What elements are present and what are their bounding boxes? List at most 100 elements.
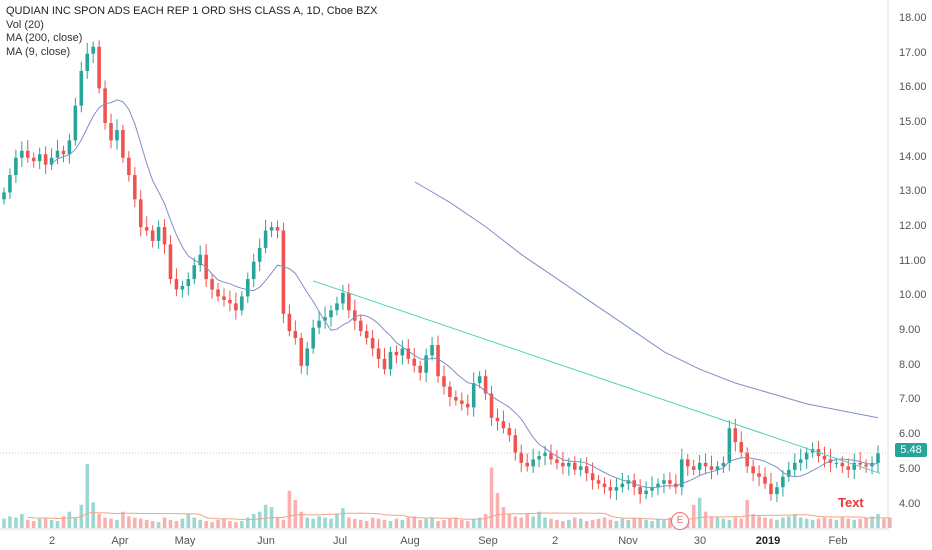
candle-body xyxy=(656,483,660,488)
candle-body xyxy=(299,338,304,366)
volume-bar xyxy=(804,518,809,528)
candle-body xyxy=(174,279,179,290)
candle-body xyxy=(216,289,220,297)
volume-bar xyxy=(632,517,637,528)
candle-body xyxy=(436,344,440,377)
x-tick-label: Apr xyxy=(111,535,129,547)
candle-body xyxy=(543,452,547,456)
volume-bar xyxy=(852,519,857,528)
candle-body xyxy=(460,400,464,404)
volume-bar xyxy=(454,517,458,528)
volume-bar xyxy=(341,508,345,528)
volume-bar xyxy=(769,518,773,528)
volume-bar xyxy=(882,518,886,528)
volume-bar xyxy=(489,467,494,528)
candle-body xyxy=(97,46,101,89)
candle-body xyxy=(127,157,131,176)
ma9-line xyxy=(51,99,879,489)
candle-body xyxy=(43,154,48,165)
candle-body xyxy=(489,393,494,418)
y-tick-label: 9.00 xyxy=(899,324,921,337)
y-tick-label: 15.00 xyxy=(899,116,927,129)
candle-body xyxy=(864,464,868,467)
volume-bar xyxy=(115,519,119,528)
candle-body xyxy=(222,296,226,300)
candle-body xyxy=(638,487,642,495)
volume-bar xyxy=(703,511,708,528)
candle-body xyxy=(91,46,95,54)
volume-bar xyxy=(394,518,399,528)
volume-bar xyxy=(644,519,648,528)
volume-bar xyxy=(14,517,18,528)
annotation-text[interactable]: Text xyxy=(838,495,864,510)
volume-bar xyxy=(240,521,244,528)
x-tick-label: 2019 xyxy=(755,535,781,547)
volume-bar xyxy=(370,517,375,528)
candle-body xyxy=(674,483,678,488)
volume-bar xyxy=(245,517,250,528)
candle-body xyxy=(626,480,631,484)
volume-bar xyxy=(91,502,95,528)
volume-bar xyxy=(816,518,821,528)
candle-body xyxy=(721,462,726,467)
legend-volume: Vol (20) xyxy=(6,18,44,31)
volume-bar xyxy=(691,504,696,528)
volume-bar xyxy=(757,516,761,528)
volume-bar xyxy=(495,493,500,528)
y-tick-label: 18.00 xyxy=(899,12,927,24)
candle-body xyxy=(668,480,672,484)
candle-body xyxy=(192,265,197,280)
earnings-marker[interactable]: E xyxy=(671,512,689,530)
volume-bar xyxy=(745,500,749,528)
y-tick-label: 4.00 xyxy=(899,497,921,510)
y-tick-label: 12.00 xyxy=(899,220,927,233)
volume-bar xyxy=(834,519,839,528)
volume-bar xyxy=(596,518,601,528)
candle-body xyxy=(8,175,12,193)
candle-body xyxy=(596,480,601,484)
ma200-line xyxy=(414,181,879,419)
candle-body xyxy=(703,462,708,467)
volume-bar xyxy=(353,518,357,528)
candle-body xyxy=(269,227,274,231)
candle-body xyxy=(144,227,149,231)
candle-body xyxy=(115,129,119,141)
volume-bar xyxy=(25,519,30,528)
volume-bar xyxy=(578,518,583,528)
candle-body xyxy=(156,227,161,241)
volume-bar xyxy=(662,519,666,528)
volume-bar xyxy=(85,464,90,528)
volume-bar xyxy=(507,514,512,528)
candle-body xyxy=(561,462,565,467)
candle-body xyxy=(448,386,452,397)
volume-bar xyxy=(412,516,417,528)
candle-body xyxy=(709,466,714,470)
candle-body xyxy=(763,476,767,484)
volume-bar xyxy=(430,517,434,528)
candle-body xyxy=(67,140,72,155)
volume-bar xyxy=(127,516,131,528)
volume-bar xyxy=(144,519,149,528)
candle-body xyxy=(245,279,250,297)
volume-bar xyxy=(347,517,351,528)
volume-bar xyxy=(775,519,779,528)
volume-ma-line xyxy=(27,512,890,521)
volume-bar xyxy=(156,522,161,528)
candle-body xyxy=(757,473,761,477)
volume-bar xyxy=(400,519,405,528)
candle-body xyxy=(25,150,30,158)
candle-body xyxy=(293,331,298,339)
volume-bar xyxy=(513,516,518,528)
legend-ma9: MA (9, close) xyxy=(6,45,71,58)
volume-bar xyxy=(733,517,738,528)
candle-body xyxy=(477,376,482,384)
volume-bar xyxy=(103,517,107,528)
volume-bar xyxy=(204,521,208,528)
volume-bar xyxy=(192,517,197,528)
x-tick-label: Jul xyxy=(332,535,348,547)
candle-body xyxy=(353,310,357,321)
candle-body xyxy=(240,296,244,311)
volume-bar xyxy=(781,517,785,528)
